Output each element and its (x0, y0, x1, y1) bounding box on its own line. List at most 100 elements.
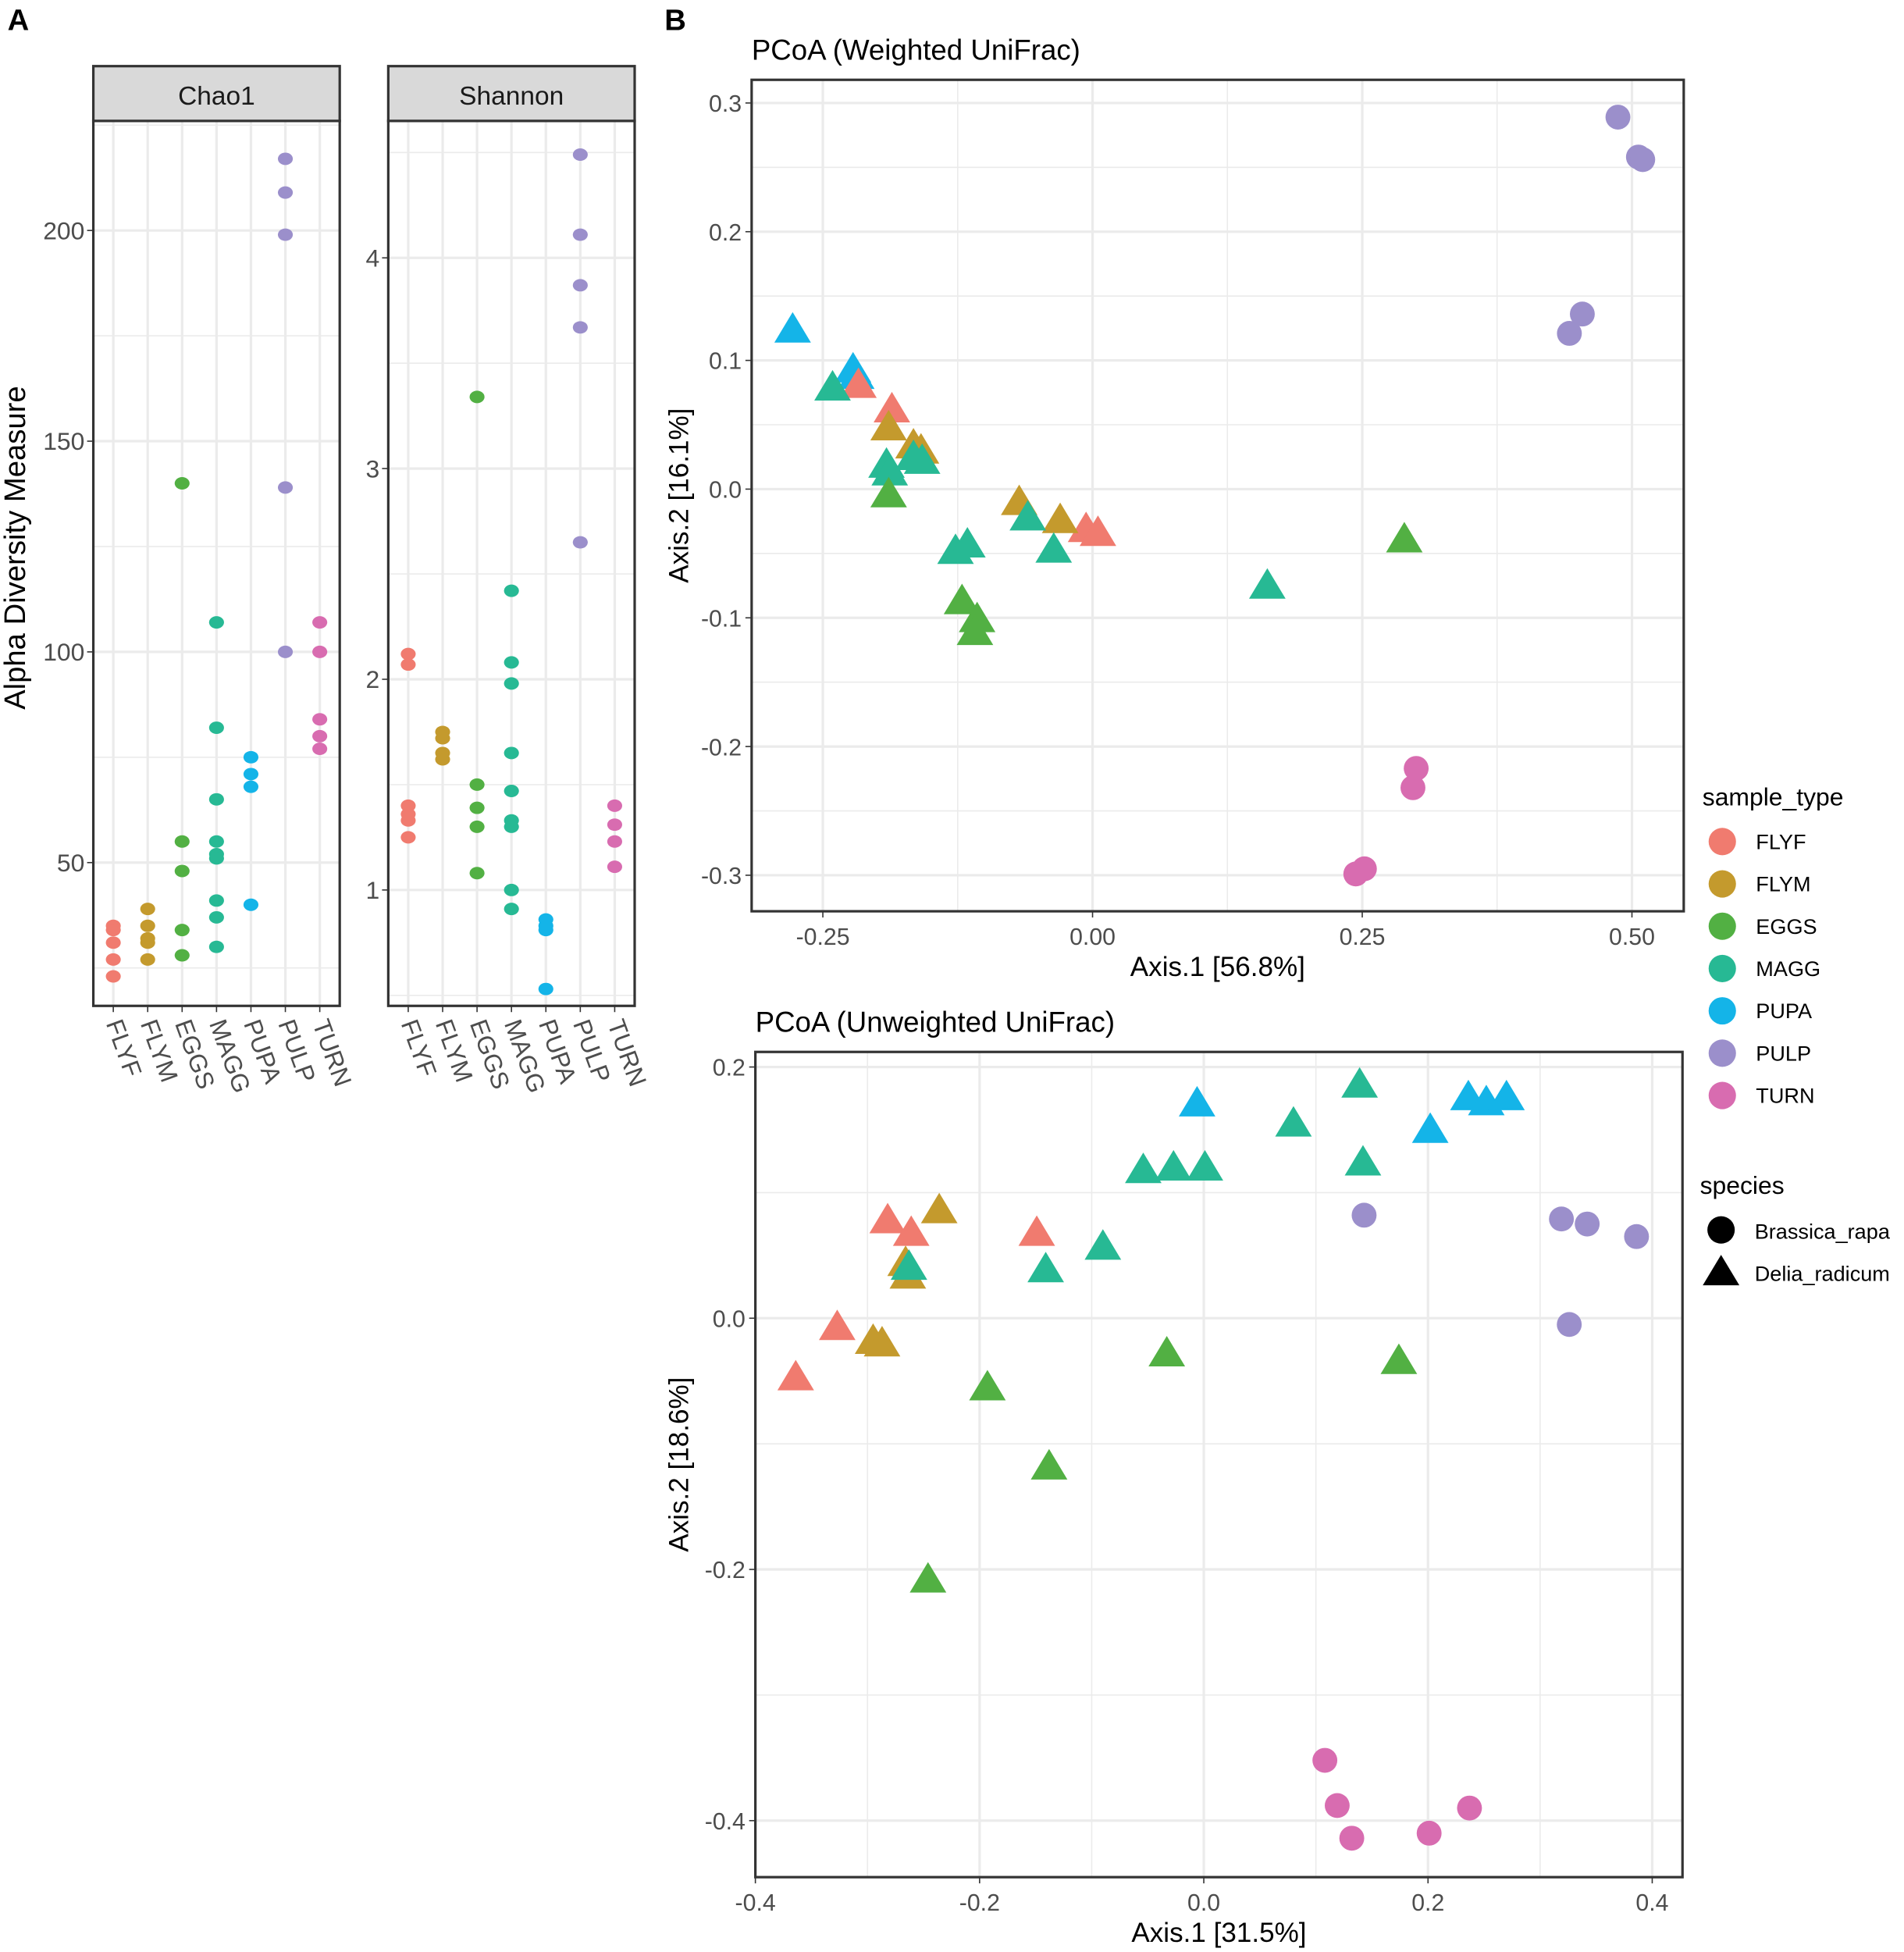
data-point-turn (607, 860, 622, 874)
data-point-pulp (277, 152, 294, 166)
legend-key-turn (1708, 1081, 1736, 1110)
data-point-magg (208, 793, 224, 806)
legend-title-sample-type: sample_type (1703, 783, 1844, 811)
y-tick-label: -0.4 (705, 1809, 746, 1835)
data-point-turn (312, 616, 328, 629)
data-point-eggs (956, 614, 994, 646)
data-point-pulp (1557, 321, 1582, 346)
x-tick-label: -0.2 (959, 1890, 1000, 1916)
data-point-magg (208, 940, 224, 953)
data-point-eggs (1148, 1336, 1186, 1367)
panel-border (754, 1050, 1684, 1879)
y-tick-label: -0.1 (701, 606, 742, 632)
y-axis-title: Axis.2 [16.1%] (664, 408, 695, 583)
data-point-magg (208, 894, 224, 907)
data-point-flym (435, 732, 450, 745)
x-tick-label: 0.0 (1187, 1890, 1220, 1916)
data-point-flyf (105, 936, 121, 949)
data-point-magg (1125, 1152, 1162, 1184)
legend-label: FLYM (1756, 872, 1810, 896)
y-tick-label: 200 (43, 216, 84, 244)
data-point-eggs (469, 778, 485, 791)
data-point-flyf (1018, 1215, 1055, 1246)
y-tick-label: 2 (365, 665, 379, 693)
data-point-flym (870, 409, 907, 441)
data-point-pupa (243, 750, 259, 764)
data-point-eggs (1386, 522, 1423, 553)
data-point-eggs (1030, 1448, 1068, 1480)
data-point-magg (208, 616, 224, 629)
data-point-magg (1275, 1106, 1312, 1137)
data-point-flym (920, 1192, 958, 1224)
data-point-magg (208, 852, 224, 865)
data-point-turn (312, 743, 328, 755)
data-point-flyf (105, 953, 121, 966)
legend-key-eggs (1708, 912, 1736, 940)
data-point-flym (140, 919, 155, 932)
data-point-flyf (869, 1202, 906, 1234)
data-point-magg (1344, 1145, 1382, 1176)
data-point-flyf (400, 647, 416, 661)
data-point-pulp (572, 321, 588, 334)
legend-label: PULP (1756, 1041, 1811, 1065)
data-point-pupa (538, 982, 553, 996)
data-point-turn (607, 835, 622, 848)
y-tick-label: 0.0 (713, 1306, 746, 1332)
x-tick-label: 0.25 (1340, 924, 1386, 950)
data-point-pulp (1557, 1312, 1582, 1338)
data-point-turn (1416, 1820, 1442, 1846)
x-tick-label: 0.2 (1411, 1890, 1444, 1916)
facet-strip (91, 65, 341, 123)
data-point-turn (607, 799, 622, 812)
data-point-magg (504, 785, 519, 797)
data-point-magg (948, 526, 986, 558)
data-point-eggs (943, 583, 980, 614)
data-point-pupa (243, 768, 259, 781)
data-point-pulp (1569, 301, 1595, 327)
data-point-flyf (1080, 515, 1116, 547)
data-point-eggs (969, 1370, 1006, 1401)
x-tick-label: 0.4 (1635, 1890, 1668, 1916)
legend-label: PUPA (1756, 999, 1813, 1023)
data-point-turn (1457, 1795, 1482, 1821)
data-point-magg (504, 746, 519, 760)
data-point-pulp (1351, 1202, 1377, 1228)
data-point-magg (814, 369, 851, 401)
data-point-flyf (777, 1359, 814, 1391)
y-tick-label: 0.1 (709, 349, 742, 375)
panel-border (750, 78, 1685, 913)
x-tick-label: -0.4 (735, 1890, 776, 1916)
data-point-magg (871, 454, 909, 486)
data-point-flyf (400, 831, 416, 844)
data-point-magg (504, 656, 519, 669)
data-point-pupa (1411, 1112, 1449, 1143)
data-point-pulp (1630, 147, 1656, 173)
data-point-magg (208, 835, 224, 848)
data-point-eggs (174, 924, 190, 937)
data-point-pulp (1624, 1224, 1650, 1249)
legend-key-pupa (1708, 997, 1736, 1025)
panel-label-b: B (664, 3, 686, 37)
data-point-magg (208, 910, 224, 924)
data-point-eggs (469, 867, 485, 880)
y-tick-label: -0.3 (701, 864, 742, 889)
facet-label: Shannon (459, 82, 564, 111)
data-point-flym (1041, 502, 1079, 533)
facet-label: Chao1 (178, 82, 255, 111)
data-point-pupa (538, 924, 553, 937)
data-point-eggs (469, 390, 485, 404)
y-axis-title: Axis.2 [18.6%] (664, 1377, 695, 1552)
y-tick-label: 100 (43, 638, 84, 666)
data-point-flyf (840, 367, 877, 398)
data-point-turn (1325, 1793, 1350, 1818)
data-point-pulp (277, 481, 294, 494)
x-tick-label: -0.25 (796, 924, 850, 950)
legend-key-magg (1708, 954, 1736, 982)
data-point-flym (140, 936, 155, 949)
data-point-flyf (892, 1215, 930, 1246)
data-point-magg (208, 721, 224, 735)
data-point-turn (312, 729, 328, 743)
data-point-magg (504, 903, 519, 916)
data-point-flyf (105, 970, 121, 983)
legend-key-flym (1708, 870, 1736, 898)
